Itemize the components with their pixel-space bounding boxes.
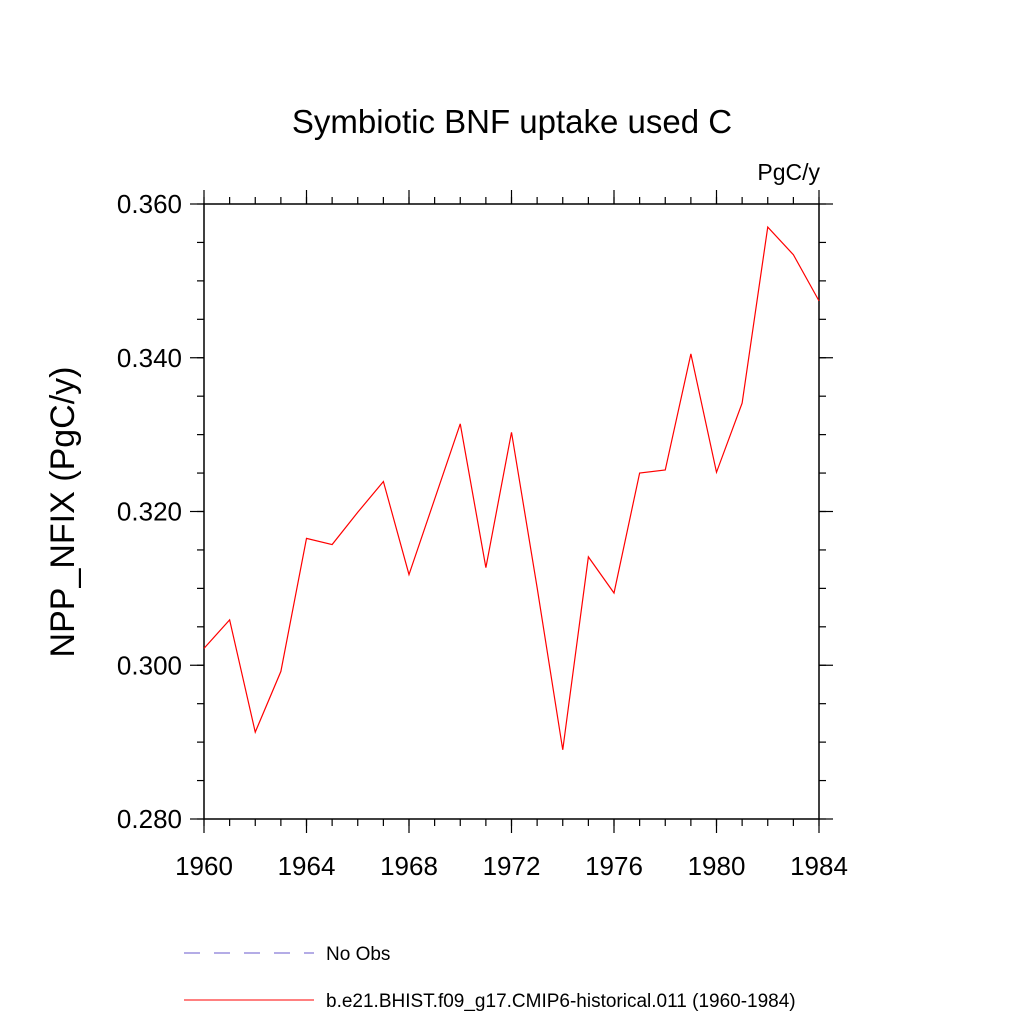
y-tick-label: 0.300 — [117, 650, 182, 680]
y-tick-label: 0.360 — [117, 189, 182, 219]
legend-label: No Obs — [326, 944, 390, 965]
series-group — [203, 225, 820, 750]
x-tick-label: 1980 — [688, 851, 746, 881]
y-tick-label: 0.280 — [117, 804, 182, 834]
x-tick-label: 1972 — [483, 851, 541, 881]
y-axis: 0.280 0.300 0.320 0.340 0.360 — [117, 189, 833, 834]
series-line — [203, 225, 820, 750]
y-axis-label: NPP_NFIX (PgC/y) — [44, 367, 82, 658]
y-tick-label: 0.340 — [117, 343, 182, 373]
x-tick-label: 1964 — [278, 851, 336, 881]
chart-title: Symbiotic BNF uptake used C — [292, 103, 732, 140]
x-tick-label: 1960 — [175, 851, 233, 881]
legend-label: b.e21.BHIST.f09_g17.CMIP6-historical.011… — [326, 991, 796, 1012]
plot-frame — [203, 203, 820, 820]
y-tick-label: 0.320 — [117, 497, 182, 527]
x-axis: 1960 1964 1968 1972 1976 1980 1984 — [175, 190, 848, 881]
x-tick-label: 1968 — [380, 851, 438, 881]
units-label: PgC/y — [757, 159, 820, 185]
legend: No Obs b.e21.BHIST.f09_g17.CMIP6-historic… — [184, 944, 796, 1012]
x-tick-label: 1976 — [585, 851, 643, 881]
x-tick-label: 1984 — [790, 851, 848, 881]
